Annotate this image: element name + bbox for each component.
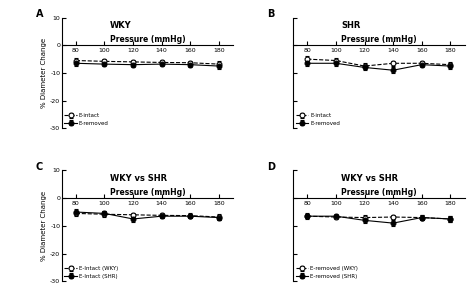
Y-axis label: % Diameter Change: % Diameter Change: [41, 191, 47, 261]
Text: Pressure (mmHg): Pressure (mmHg): [109, 188, 185, 197]
Legend: E-removed (WKY), E-removed (SHR): E-removed (WKY), E-removed (SHR): [296, 266, 358, 279]
Text: B: B: [267, 9, 275, 19]
Legend: E-Intact (WKY), E-Intact (SHR): E-Intact (WKY), E-Intact (SHR): [64, 266, 118, 279]
Legend: E-intact, E-removed: E-intact, E-removed: [64, 113, 109, 126]
Text: WKY vs SHR: WKY vs SHR: [341, 174, 398, 183]
Text: C: C: [36, 162, 43, 172]
Y-axis label: % Diameter Change: % Diameter Change: [41, 38, 47, 108]
Text: Pressure (mmHg): Pressure (mmHg): [341, 188, 417, 197]
Text: Pressure (mmHg): Pressure (mmHg): [341, 35, 417, 44]
Text: Pressure (mmHg): Pressure (mmHg): [109, 35, 185, 44]
Text: WKY: WKY: [109, 21, 131, 30]
Text: SHR: SHR: [341, 21, 360, 30]
Text: A: A: [36, 9, 44, 19]
Legend: E-intact, E-removed: E-intact, E-removed: [296, 113, 340, 126]
Text: WKY vs SHR: WKY vs SHR: [109, 174, 167, 183]
Text: D: D: [267, 162, 275, 172]
